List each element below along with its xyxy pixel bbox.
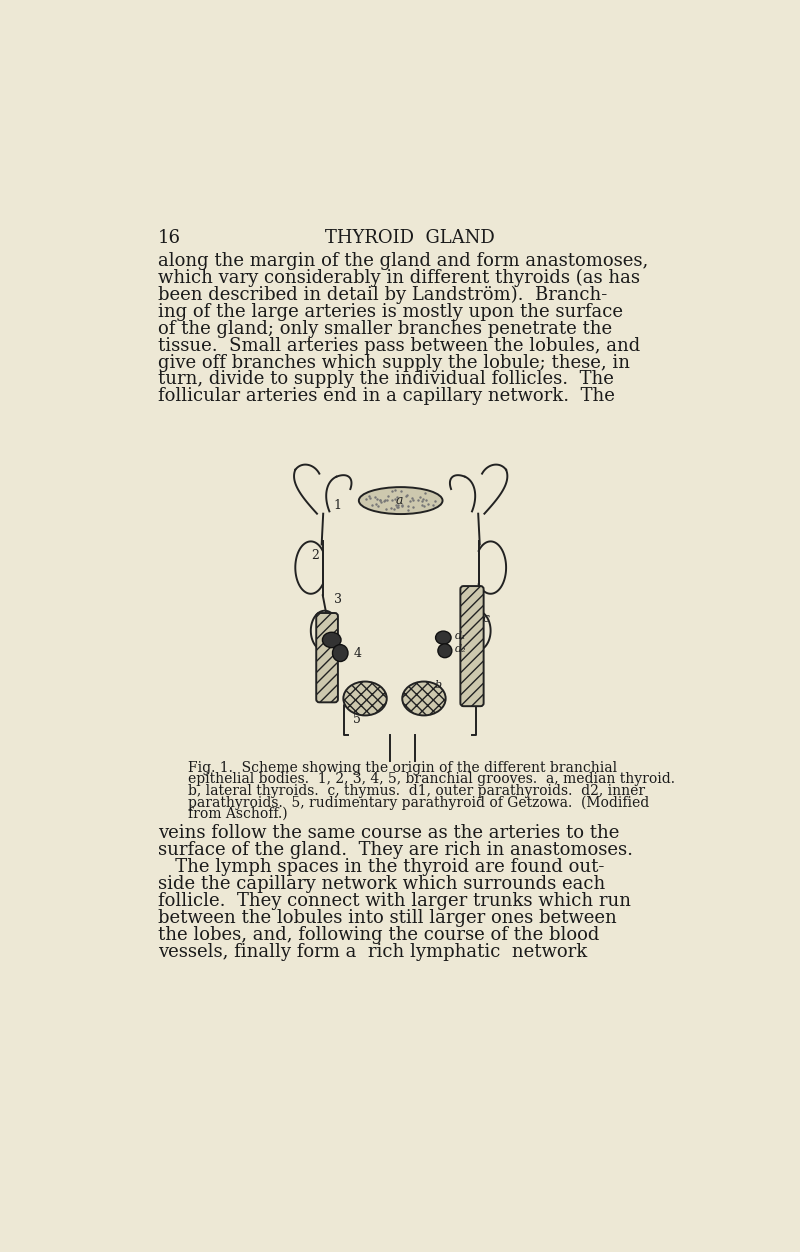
Text: 3: 3 [334,592,342,606]
Ellipse shape [343,681,386,715]
Text: of the gland; only smaller branches penetrate the: of the gland; only smaller branches pene… [158,319,612,338]
Text: d₂: d₂ [455,645,466,655]
Ellipse shape [359,487,442,515]
Ellipse shape [322,632,341,647]
Text: which vary considerably in different thyroids (as has: which vary considerably in different thy… [158,269,640,287]
Text: a: a [395,495,403,507]
Text: 1: 1 [333,498,341,512]
Ellipse shape [333,645,348,661]
Text: b, lateral thyroids.  c, thymus.  d1, outer parathyroids.  d2, inner: b, lateral thyroids. c, thymus. d1, oute… [187,784,645,798]
Text: follicular arteries end in a capillary network.  The: follicular arteries end in a capillary n… [158,387,615,406]
Ellipse shape [402,681,446,715]
Text: parathyroids.  5, rudimentary parathyroid of Getzowa.  (Modified: parathyroids. 5, rudimentary parathyroid… [187,795,649,810]
Ellipse shape [438,644,452,657]
FancyBboxPatch shape [316,613,338,702]
Text: been described in detail by Landström).  Branch-: been described in detail by Landström). … [158,285,607,304]
Text: side the capillary network which surrounds each: side the capillary network which surroun… [158,875,606,893]
Text: give off branches which supply the lobule; these, in: give off branches which supply the lobul… [158,353,630,372]
Ellipse shape [435,631,451,645]
Text: 16: 16 [158,229,181,247]
Text: vessels, finally form a  rich lymphatic  network: vessels, finally form a rich lymphatic n… [158,943,587,960]
Text: turn, divide to supply the individual follicles.  The: turn, divide to supply the individual fo… [158,371,614,388]
Text: Fig. 1.  Scheme showing the origin of the different branchial: Fig. 1. Scheme showing the origin of the… [187,761,617,775]
Text: d₁: d₁ [455,631,466,641]
Text: The lymph spaces in the thyroid are found out-: The lymph spaces in the thyroid are foun… [158,858,605,876]
Text: epithelial bodies.  1, 2, 3, 4, 5, branchial grooves.  a, median thyroid.: epithelial bodies. 1, 2, 3, 4, 5, branch… [187,772,674,786]
Text: tissue.  Small arteries pass between the lobules, and: tissue. Small arteries pass between the … [158,337,640,354]
FancyBboxPatch shape [460,586,484,706]
Text: 2: 2 [310,548,318,562]
Text: THYROID  GLAND: THYROID GLAND [325,229,495,247]
Text: the lobes, and, following the course of the blood: the lobes, and, following the course of … [158,925,599,944]
Text: surface of the gland.  They are rich in anastomoses.: surface of the gland. They are rich in a… [158,841,633,859]
Text: follicle.  They connect with larger trunks which run: follicle. They connect with larger trunk… [158,891,631,910]
Text: ing of the large arteries is mostly upon the surface: ing of the large arteries is mostly upon… [158,303,623,321]
Text: 5: 5 [354,712,362,726]
Text: along the margin of the gland and form anastomoses,: along the margin of the gland and form a… [158,252,648,270]
Text: veins follow the same course as the arteries to the: veins follow the same course as the arte… [158,824,619,843]
Text: b: b [435,680,442,690]
Text: from Aschoff.): from Aschoff.) [187,808,287,821]
Text: between the lobules into still larger ones between: between the lobules into still larger on… [158,909,617,926]
Text: 4: 4 [354,647,362,660]
Text: c: c [483,612,490,625]
